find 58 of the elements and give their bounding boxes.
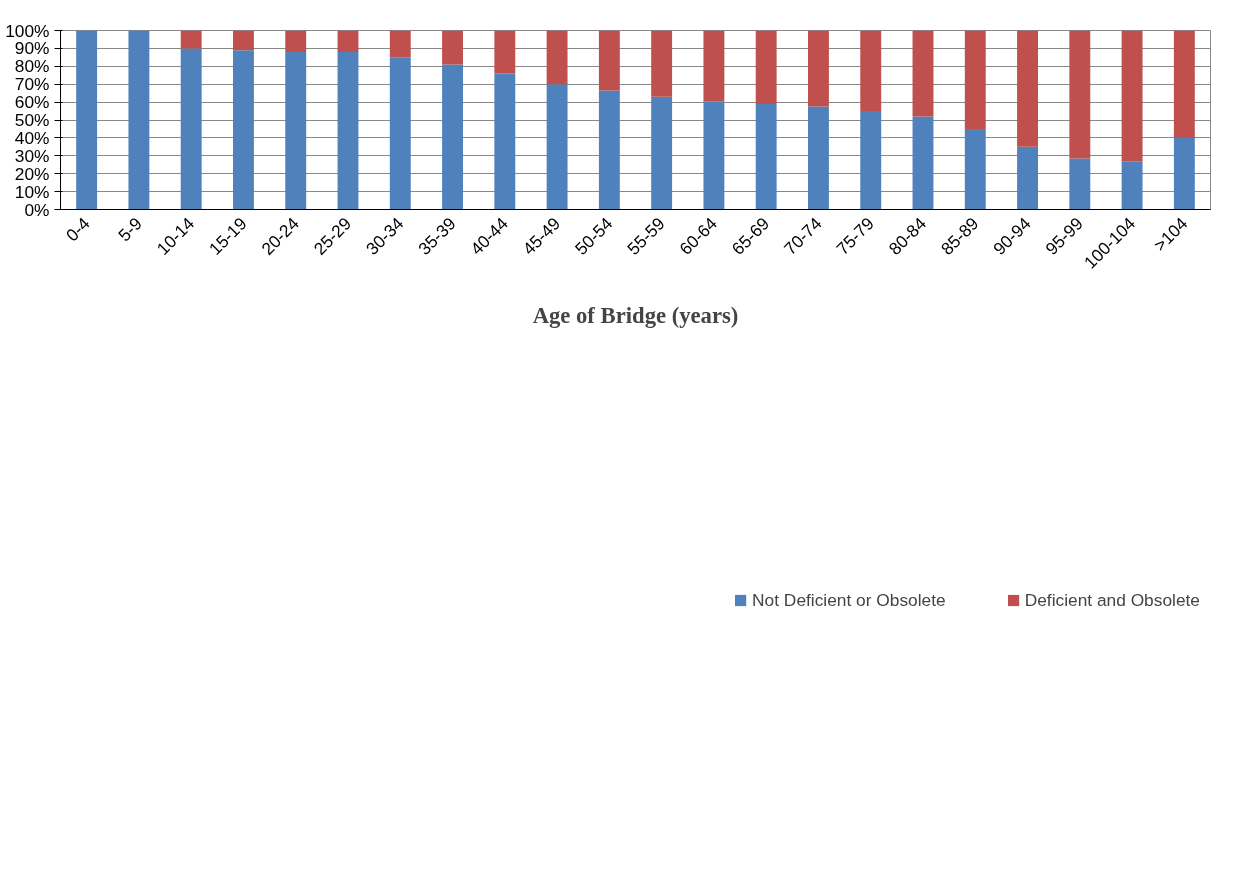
y-tick-label: 100% <box>5 20 50 41</box>
bar <box>337 51 359 210</box>
y-tick-label: 30% <box>14 145 50 166</box>
bar <box>1173 137 1195 210</box>
bar <box>180 48 202 210</box>
bar <box>337 30 359 52</box>
bar <box>233 30 254 51</box>
bar <box>1121 30 1143 162</box>
bar <box>1121 161 1143 210</box>
bar <box>808 106 829 210</box>
y-tick-label: 10% <box>14 181 50 202</box>
bar <box>651 96 673 210</box>
bar <box>442 64 463 210</box>
bar <box>389 57 411 210</box>
bar <box>1017 30 1038 147</box>
x-axis-title: Age of Bridge (years) <box>532 302 739 328</box>
bar <box>1069 30 1091 159</box>
bar <box>494 30 516 74</box>
bar <box>494 73 516 210</box>
bar <box>128 30 150 210</box>
y-tick-label: 40% <box>14 127 50 148</box>
bar <box>912 30 934 117</box>
y-tick-label: 60% <box>14 92 50 113</box>
x-tick-label: 0-4 <box>61 213 94 246</box>
bar <box>703 30 725 102</box>
y-tick-label: 20% <box>14 163 50 184</box>
bar <box>703 101 725 210</box>
bar <box>442 30 463 65</box>
bar <box>285 51 307 210</box>
bar <box>860 30 882 112</box>
legend-label: Deficient and Obsolete <box>1024 589 1200 611</box>
bar <box>1017 146 1038 210</box>
bar <box>964 128 986 210</box>
y-tick-label: 50% <box>14 110 50 130</box>
bar <box>546 30 568 85</box>
y-tick-label: 90% <box>14 38 50 59</box>
bar <box>1069 158 1091 210</box>
bar <box>755 30 777 104</box>
bar <box>598 30 620 91</box>
legend-label: Not Deficient or Obsolete <box>752 589 946 611</box>
bar <box>755 103 777 210</box>
bar <box>912 116 934 210</box>
bar <box>233 50 254 210</box>
bar <box>285 30 307 52</box>
bar <box>1173 30 1195 138</box>
bar <box>860 111 882 210</box>
y-tick-label: 80% <box>14 56 50 77</box>
bar <box>808 30 829 107</box>
bar <box>180 30 202 49</box>
bar <box>389 30 411 58</box>
bar <box>76 30 98 210</box>
y-tick-label: 0% <box>24 199 50 220</box>
bar <box>598 90 620 210</box>
bar <box>651 30 673 97</box>
bar <box>546 84 568 210</box>
x-tick-label: 5-9 <box>114 213 146 246</box>
bar <box>964 30 986 129</box>
y-tick-label: 70% <box>14 74 50 95</box>
